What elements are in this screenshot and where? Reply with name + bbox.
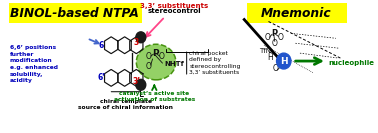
Text: P: P: [152, 49, 158, 58]
Text: nucleophile: nucleophile: [329, 60, 375, 66]
Text: 3: 3: [134, 38, 139, 47]
Text: catalyst’s active site
activation of substrates: catalyst’s active site activation of sub…: [114, 91, 195, 102]
Text: 6: 6: [99, 41, 104, 50]
Text: H: H: [280, 57, 288, 66]
Text: O: O: [146, 52, 152, 61]
Ellipse shape: [136, 44, 176, 80]
Text: chiral pocket
defined by
stereocontrolling
3,3’ substituents: chiral pocket defined by stereocontrolli…: [189, 51, 241, 75]
Text: 6’: 6’: [97, 73, 105, 82]
Circle shape: [136, 79, 146, 90]
Text: stereocontrol: stereocontrol: [147, 8, 201, 14]
Text: NHTf: NHTf: [164, 61, 184, 67]
Text: P: P: [271, 29, 277, 38]
Text: H: H: [267, 53, 273, 62]
Text: O: O: [265, 33, 271, 42]
FancyBboxPatch shape: [9, 3, 142, 23]
Text: O: O: [273, 65, 279, 73]
FancyBboxPatch shape: [247, 3, 347, 23]
Text: TfN: TfN: [259, 48, 271, 54]
Circle shape: [136, 32, 146, 43]
Text: Mnemonic: Mnemonic: [261, 7, 332, 20]
Text: 3’: 3’: [132, 77, 140, 86]
Text: O: O: [146, 61, 152, 70]
Text: chiral template
source of chiral information: chiral template source of chiral informa…: [78, 99, 173, 110]
Text: O: O: [272, 39, 278, 48]
Text: 6,6’ positions
further
modification
e.g. enhanced
solubility,
acidity: 6,6’ positions further modification e.g.…: [9, 45, 57, 83]
Text: O: O: [158, 52, 164, 61]
Circle shape: [277, 53, 291, 69]
Text: O: O: [277, 33, 283, 42]
Text: 3,3’ substituents: 3,3’ substituents: [140, 3, 208, 9]
Text: BINOL-based NTPA: BINOL-based NTPA: [10, 7, 139, 20]
